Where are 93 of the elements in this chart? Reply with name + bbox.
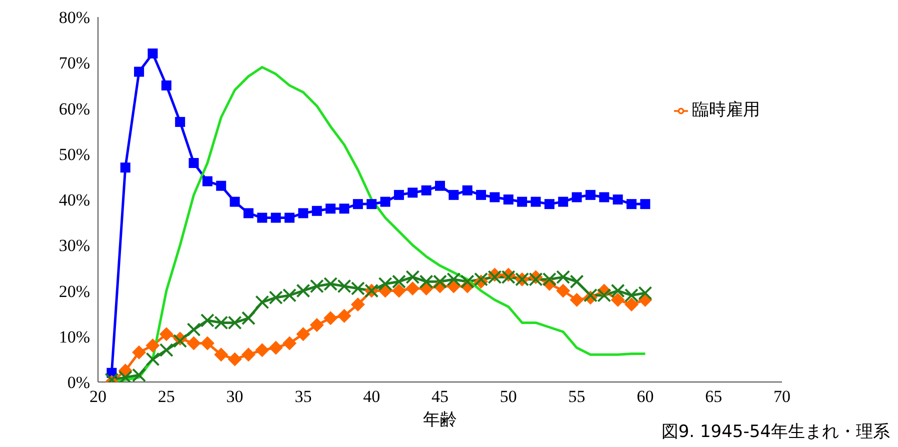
point [610, 284, 625, 298]
point [599, 192, 610, 202]
x-tick-label: 60 [636, 387, 654, 406]
point [310, 318, 324, 332]
point [476, 190, 486, 200]
point [406, 281, 420, 296]
point [282, 336, 297, 350]
point [380, 196, 390, 207]
point [626, 199, 637, 210]
point [255, 343, 270, 358]
point [270, 212, 281, 223]
point [312, 206, 322, 216]
point [188, 158, 199, 168]
point [570, 274, 584, 289]
point [640, 199, 650, 210]
point [146, 338, 160, 352]
point [284, 212, 295, 223]
point [503, 194, 514, 204]
y-tick-label: 70% [58, 54, 90, 73]
point [146, 352, 160, 366]
x-tick-label: 65 [705, 387, 722, 406]
point [339, 204, 350, 214]
point [570, 292, 584, 307]
y-tick-label: 40% [58, 190, 90, 210]
y-tick-label: 30% [58, 236, 90, 256]
point [216, 180, 226, 191]
y-tick-label: 20% [58, 282, 90, 301]
point [350, 297, 365, 312]
x-tick-label: 55 [568, 387, 586, 406]
x-tick-label: 50 [500, 387, 517, 406]
point [408, 188, 418, 198]
x-tick-label: 40 [363, 387, 380, 406]
y-tick-label: 10% [58, 327, 90, 346]
point [352, 199, 363, 210]
point [435, 180, 445, 191]
point [530, 196, 541, 207]
point [241, 311, 256, 326]
point [230, 196, 240, 207]
point [556, 284, 570, 298]
point [421, 185, 432, 196]
point [448, 190, 459, 200]
point [326, 204, 336, 214]
point [202, 176, 212, 186]
point [159, 343, 174, 358]
x-tick-label: 30 [226, 387, 244, 406]
point [241, 348, 256, 362]
point [366, 199, 377, 210]
x-tick-label: 45 [432, 387, 448, 406]
point [517, 196, 528, 207]
y-tick-label: 50% [58, 144, 90, 164]
point [544, 199, 554, 210]
point [337, 308, 352, 323]
y-tick-label: 60% [58, 99, 90, 118]
x-tick-label: 35 [294, 387, 312, 406]
point [585, 190, 596, 200]
point [296, 327, 310, 342]
point [186, 322, 201, 337]
x-tick-label: 25 [158, 387, 175, 406]
x-tick-label: 70 [774, 387, 790, 406]
point [462, 185, 472, 196]
point [148, 48, 158, 58]
point [132, 345, 146, 360]
point [243, 208, 254, 218]
point [392, 284, 406, 298]
point [186, 336, 201, 350]
y-tick-label: 0% [67, 373, 90, 392]
x-tick-label: 20 [90, 387, 106, 406]
point [200, 336, 214, 350]
point [298, 208, 308, 218]
point [394, 190, 404, 200]
point [490, 192, 500, 202]
legend-label: 臨時雇用 [692, 100, 760, 119]
point [268, 340, 283, 355]
point [558, 196, 568, 207]
point [175, 116, 186, 127]
point [572, 192, 582, 202]
point [610, 292, 625, 307]
point [612, 194, 623, 204]
caption: 図9. 1945-54年生まれ・理系 [661, 421, 890, 443]
y-tick-label: 80% [58, 8, 90, 28]
point [257, 212, 268, 223]
point [161, 80, 172, 90]
point [296, 284, 310, 298]
point [159, 327, 174, 342]
point [624, 297, 639, 312]
point [214, 348, 228, 362]
x-axis-title: 年齢 [423, 410, 457, 429]
point [255, 295, 270, 310]
point [324, 311, 338, 326]
point [406, 270, 420, 284]
point [228, 352, 242, 366]
point [120, 162, 130, 173]
point [134, 66, 144, 77]
